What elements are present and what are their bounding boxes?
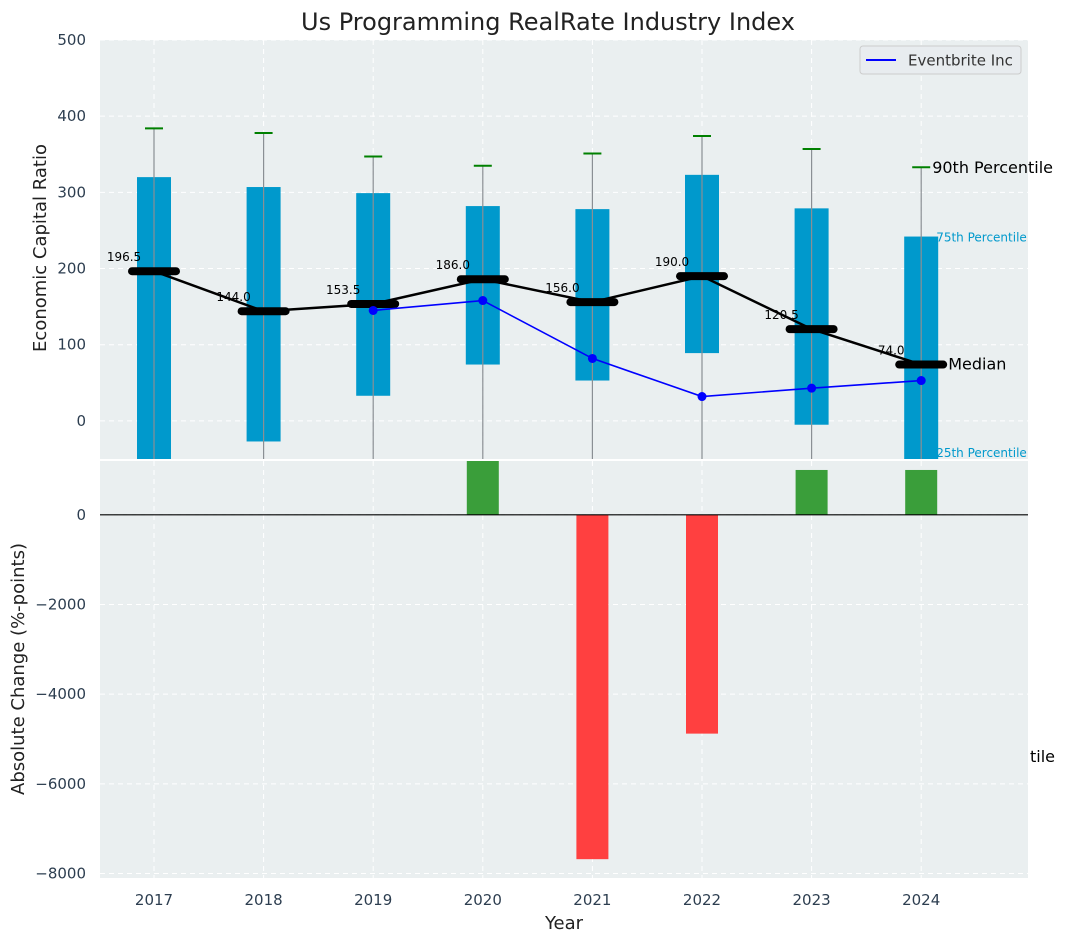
annotation-p25: 25th Percentile (936, 446, 1027, 460)
x-tick-label: 2024 (902, 891, 940, 909)
top-y-tick-label: 400 (57, 107, 86, 125)
annotation-p90: 90th Percentile (932, 158, 1053, 177)
x-tick-label: 2020 (464, 891, 502, 909)
median-value-label: 196.5 (107, 250, 141, 264)
change-bar (466, 461, 499, 515)
median-value-label: 190.0 (655, 255, 689, 269)
change-bar (795, 469, 828, 515)
x-tick-label: 2019 (354, 891, 392, 909)
x-tick-label: 2023 (793, 891, 831, 909)
bottom-y-axis-label: Absolute Change (%-points) (8, 543, 29, 795)
top-y-axis-label: Economic Capital Ratio (30, 144, 51, 352)
x-axis-label: Year (544, 913, 584, 934)
x-tick-label: 2021 (573, 891, 611, 909)
bottom-y-tick-label: −8000 (35, 865, 86, 883)
median-value-label: 74.0 (878, 344, 905, 358)
top-panel: 0 100 200 300 400 500 196.5 144.0 153.5 186.0 156.… (57, 31, 1053, 460)
company-point (368, 305, 378, 315)
company-point (587, 353, 597, 363)
company-point (807, 383, 817, 393)
median-value-label: 156.0 (545, 281, 579, 295)
top-y-tick-label: 500 (57, 31, 86, 49)
median-value-label: 144.0 (216, 290, 250, 304)
bottom-y-tick-label: 0 (76, 506, 86, 524)
top-y-tick-label: 200 (57, 260, 86, 278)
change-bar (905, 469, 938, 515)
bottom-y-tick-label: −4000 (35, 685, 86, 703)
annotation-p75: 75th Percentile (936, 231, 1027, 245)
annotation-median: Median (948, 355, 1006, 374)
legend-box (859, 45, 1022, 75)
bottom-y-tick-label: −2000 (35, 595, 86, 613)
top-plot-background (100, 40, 1028, 459)
bottom-panel: −8000 −6000 −4000 −2000 0 2017 2018 2019 2020 202… (35, 461, 1055, 909)
legend-label-eventbrite: Eventbrite Inc (908, 52, 1013, 70)
median-value-label: 153.5 (326, 283, 360, 297)
x-tick-label: 2018 (245, 891, 283, 909)
overflow-annotation-fragment: tile (1030, 747, 1055, 766)
change-bar (686, 514, 718, 734)
median-value-label: 120.5 (764, 308, 798, 322)
change-bar (576, 514, 609, 860)
company-point (916, 376, 926, 386)
x-tick-label: 2022 (683, 891, 721, 909)
company-point (478, 296, 488, 306)
legend: Eventbrite Inc (859, 45, 1022, 75)
bottom-plot-background (100, 461, 1028, 878)
x-tick-label: 2017 (135, 891, 173, 909)
company-line (373, 299, 922, 398)
chart-title: Us Programming RealRate Industry Index (301, 8, 795, 36)
top-y-tick-label: 100 (57, 336, 86, 354)
top-y-tick-label: 0 (76, 412, 86, 430)
top-y-tick-label: 300 (57, 183, 86, 201)
company-point (697, 392, 707, 402)
bottom-y-tick-label: −6000 (35, 775, 86, 793)
median-value-label: 186.0 (436, 258, 470, 272)
